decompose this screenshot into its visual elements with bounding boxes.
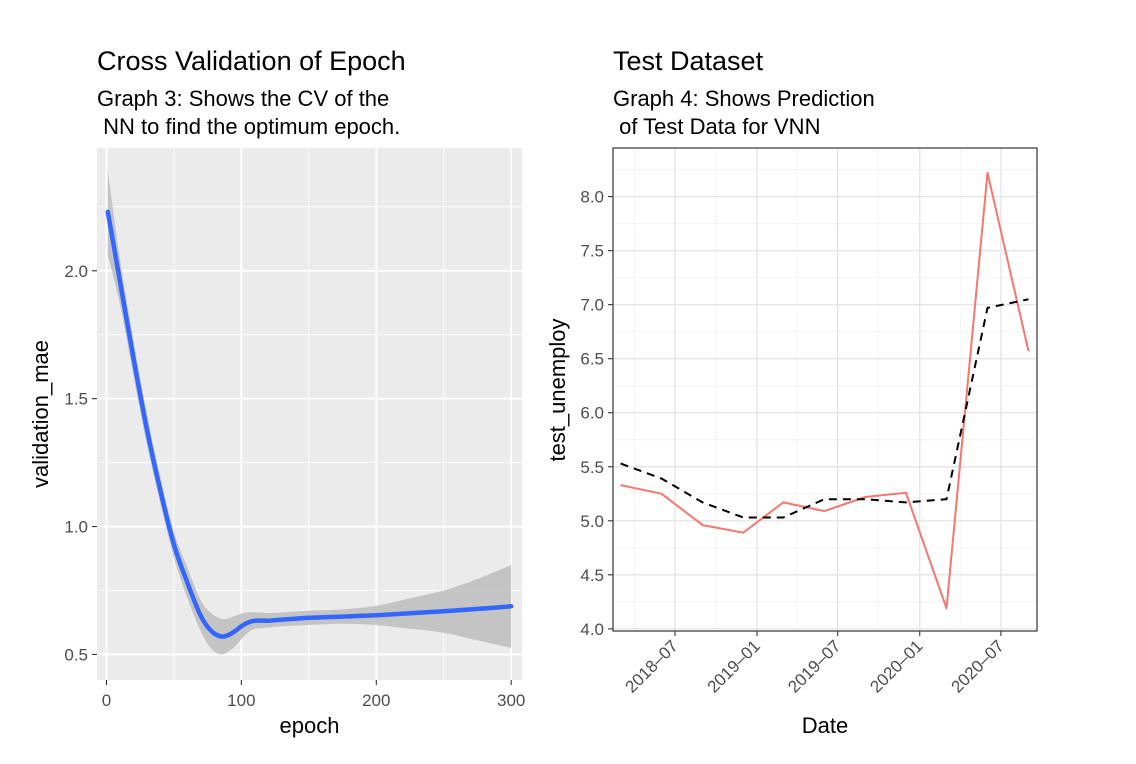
cv-x-tick-label: 200	[362, 691, 390, 710]
cv-chart-y-axis-label: validation_mae	[28, 340, 53, 488]
test-y-tick-label: 7.5	[580, 242, 604, 261]
cv-chart-title: Cross Validation of Epoch	[97, 46, 406, 76]
cv-chart-x-axis-label: epoch	[280, 713, 340, 738]
test-chart-grid	[613, 148, 1037, 631]
test-y-tick-label: 4.5	[580, 566, 604, 585]
cv-x-tick-label: 300	[497, 691, 525, 710]
test-chart-subtitle-line-2: of Test Data for VNN	[613, 114, 820, 139]
cv-chart-smooth-line	[105, 209, 514, 639]
test-y-tick-label: 6.5	[580, 350, 604, 369]
test-x-tick-label: 2018–07	[622, 636, 682, 696]
cv-y-tick-label: 0.5	[64, 645, 88, 664]
cv-y-tick-label: 1.5	[64, 390, 88, 409]
test-chart-subtitle-line-1: Graph 4: Shows Prediction	[613, 86, 875, 111]
test-x-tick-label: 2020–07	[947, 636, 1007, 696]
test-series-dashed-line	[620, 298, 1029, 519]
cv-y-tick-label: 2.0	[64, 262, 88, 281]
test-series-solid-line	[620, 171, 1030, 610]
test-chart-title: Test Dataset	[613, 46, 764, 76]
test-chart-x-axis-label: Date	[802, 713, 848, 738]
test-chart-series	[620, 171, 1030, 610]
cv-epoch-chart: Cross Validation of Epoch Graph 3: Shows…	[28, 46, 525, 738]
test-y-tick-label: 8.0	[580, 188, 604, 207]
cv-x-tick-label: 100	[227, 691, 255, 710]
cv-chart-grid	[97, 148, 522, 680]
test-y-tick-label: 6.0	[580, 404, 604, 423]
cv-chart-ticks: 0 100 200 300 0.5 1.0 1.5 2.0	[64, 262, 525, 710]
test-x-tick-label: 2020–01	[866, 636, 926, 696]
test-y-tick-label: 5.5	[580, 458, 604, 477]
test-chart-panel	[613, 148, 1037, 631]
cv-x-tick-label: 0	[102, 691, 111, 710]
cv-chart-subtitle-line-1: Graph 3: Shows the CV of the	[97, 86, 389, 111]
test-dataset-chart: Test Dataset Graph 4: Shows Prediction o…	[545, 46, 1038, 738]
cv-y-tick-label: 1.0	[64, 518, 88, 537]
test-x-tick-label: 2019–07	[784, 636, 844, 696]
test-y-tick-label: 7.0	[580, 296, 604, 315]
cv-chart-subtitle-line-2: NN to find the optimum epoch.	[97, 114, 400, 139]
cv-chart-confidence-band	[107, 171, 512, 655]
test-y-tick-label: 5.0	[580, 512, 604, 531]
test-chart-panel-border	[612, 147, 1038, 632]
test-y-tick-label: 4.0	[580, 620, 604, 639]
test-chart-y-axis-label: test_unemploy	[545, 318, 570, 461]
test-x-tick-label: 2019–01	[704, 636, 764, 696]
